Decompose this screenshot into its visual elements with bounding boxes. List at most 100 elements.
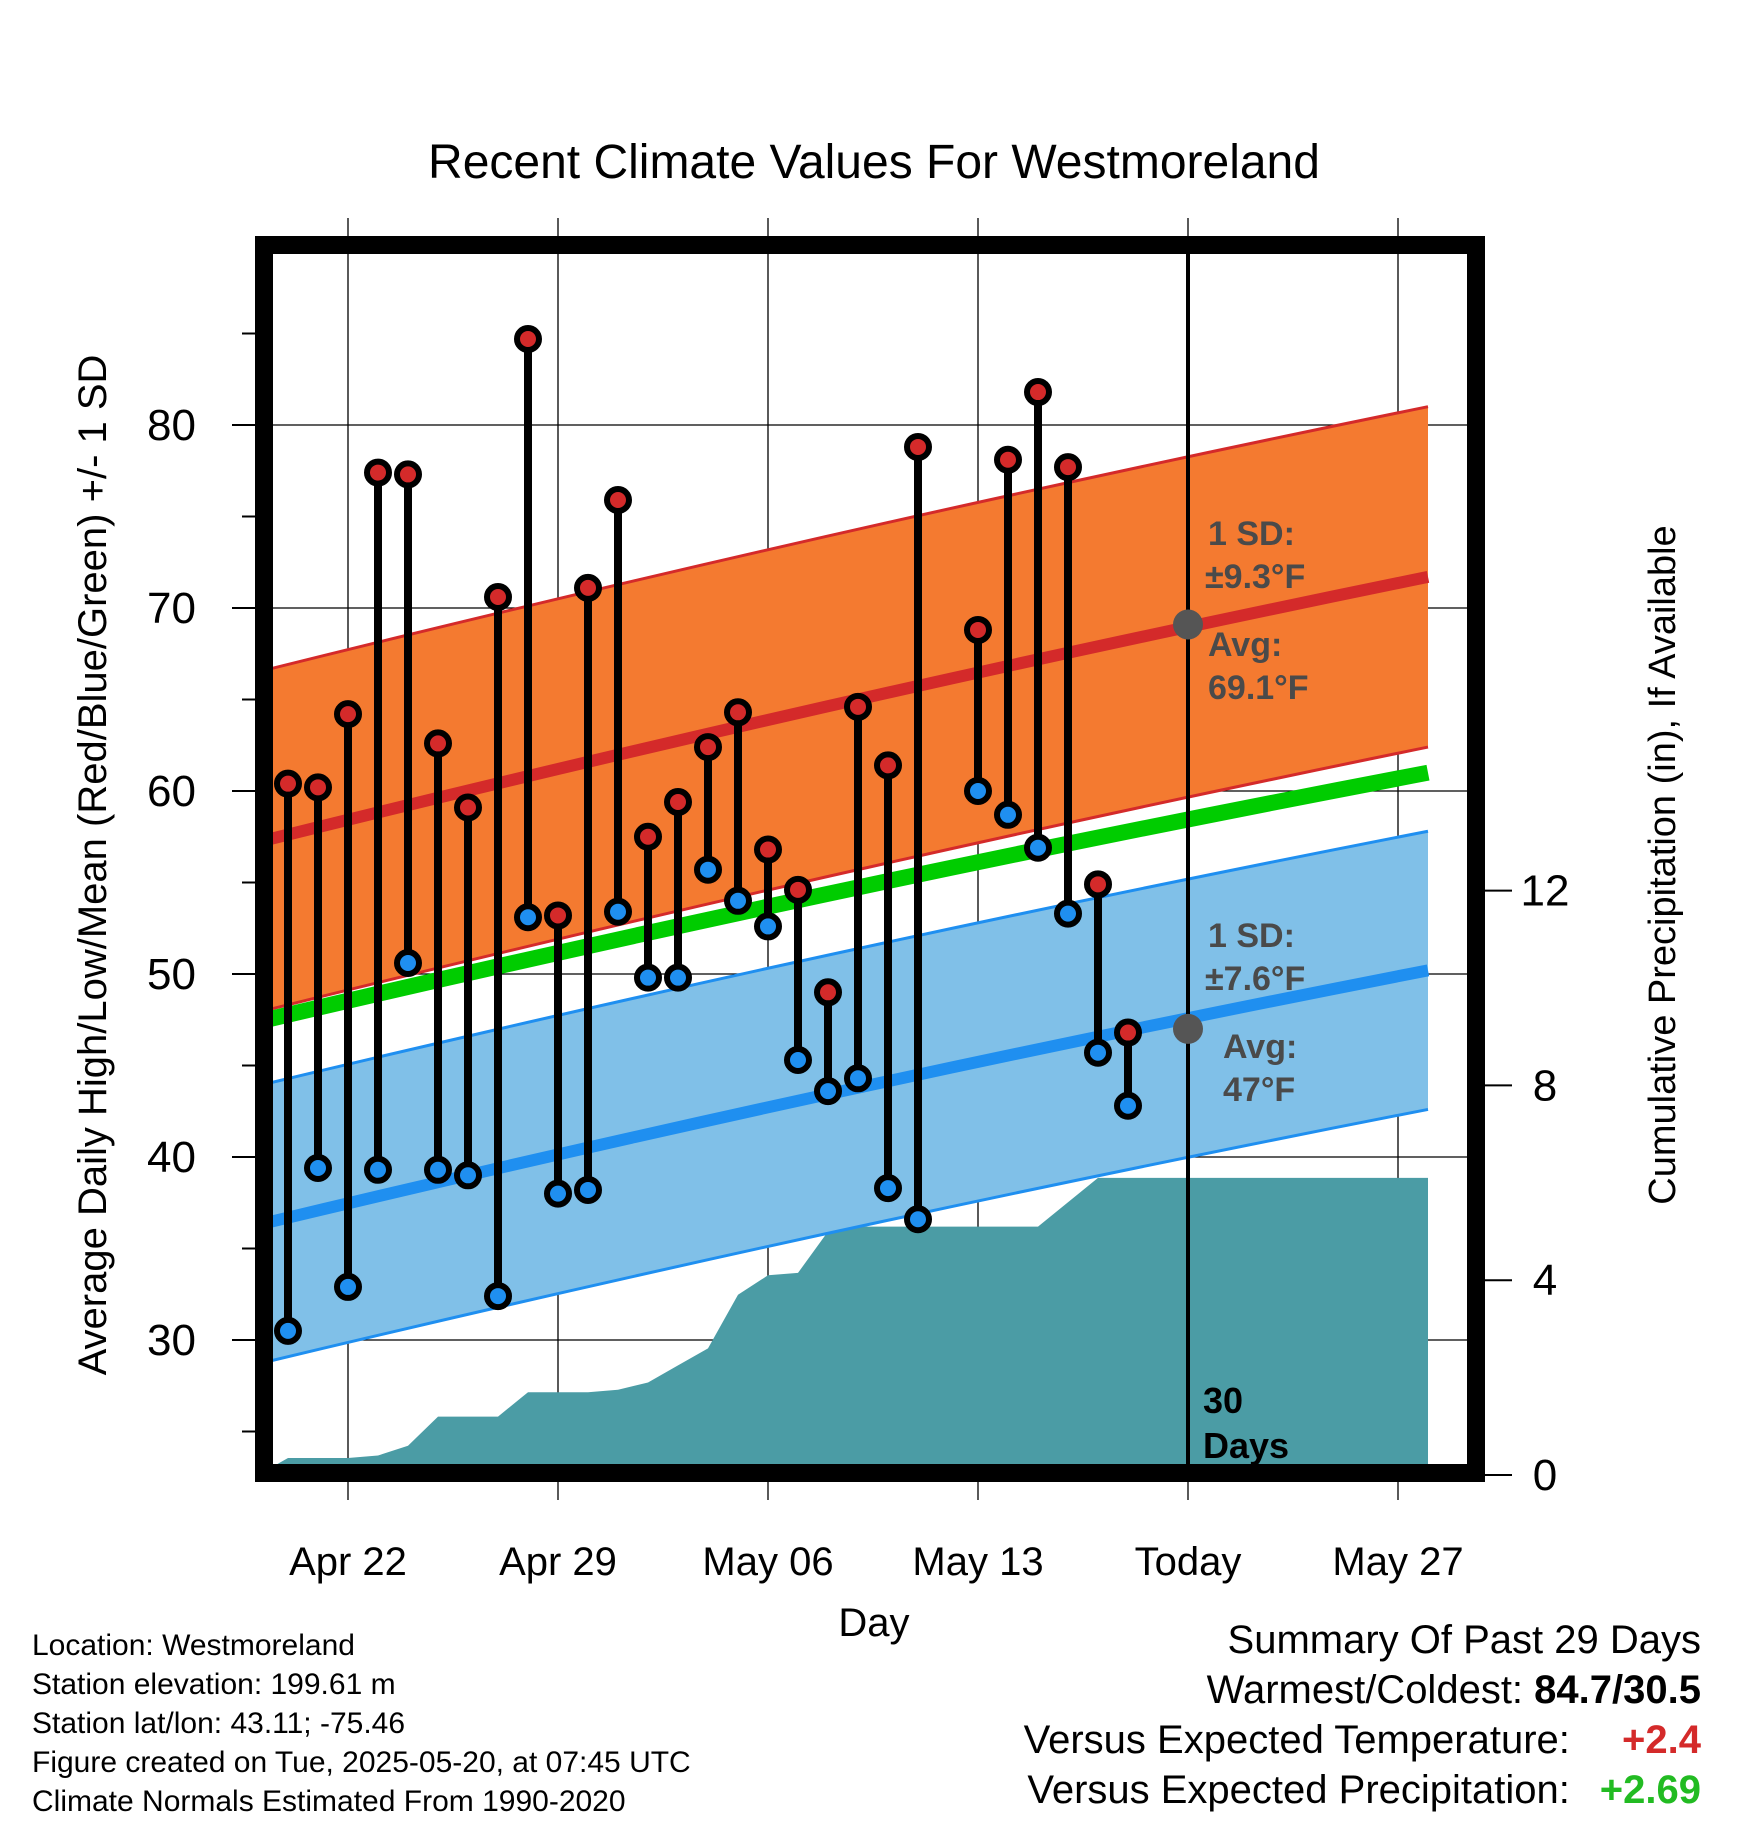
y-axis-title: Average Daily High/Low/Mean (Red/Blue/Gr… bbox=[71, 355, 115, 1376]
daily-high-point bbox=[1084, 870, 1112, 899]
daily-high-point bbox=[754, 835, 782, 864]
x-tick-label: May 13 bbox=[912, 1540, 1043, 1584]
summary-temp-value: +2.4 bbox=[1622, 1718, 1701, 1762]
y-tick-label: 60 bbox=[147, 767, 196, 816]
daily-bars bbox=[264, 324, 1142, 1345]
high-avg-value: 69.1°F bbox=[1208, 669, 1309, 707]
daily-high-point bbox=[1024, 378, 1052, 407]
high-avg-label: Avg: bbox=[1208, 626, 1282, 664]
plot-frame bbox=[255, 236, 1485, 1482]
daily-high-point bbox=[334, 700, 362, 729]
info-normals: Climate Normals Estimated From 1990-2020 bbox=[32, 1785, 626, 1818]
summary-warm-cold-label: Warmest/Coldest: bbox=[1206, 1668, 1524, 1712]
daily-low-point bbox=[514, 903, 542, 932]
daily-high-point bbox=[664, 787, 692, 816]
daily-low-point bbox=[1084, 1038, 1112, 1067]
x-tick-label: May 27 bbox=[1332, 1540, 1463, 1584]
y2-tick-label: 8 bbox=[1533, 1061, 1557, 1110]
chart-title: Recent Climate Values For Westmoreland bbox=[428, 136, 1320, 189]
x-tick-label: Today bbox=[1135, 1540, 1242, 1584]
daily-low-point bbox=[484, 1282, 512, 1311]
today-high-avg-marker bbox=[1173, 609, 1203, 640]
summary-warm-cold: Warmest/Coldest: 84.7/30.5 bbox=[1207, 1668, 1701, 1713]
y-tick-label: 70 bbox=[147, 584, 196, 633]
daily-low-point bbox=[424, 1155, 452, 1184]
daily-low-point bbox=[574, 1175, 602, 1204]
low-band-upper-edge bbox=[264, 829, 1429, 1086]
y2-axis-title: Cumulative Precipitation (in), If Availa… bbox=[1642, 525, 1684, 1204]
low-sd-value: ±7.6°F bbox=[1205, 960, 1305, 998]
low-avg-label: Avg: bbox=[1223, 1028, 1297, 1066]
low-band-fill bbox=[264, 831, 1428, 1363]
daily-low-point bbox=[964, 777, 992, 805]
daily-low-point bbox=[844, 1064, 872, 1093]
daily-low-point bbox=[784, 1046, 812, 1075]
low-band-lower-edge bbox=[264, 1107, 1429, 1364]
window-label-days: Days bbox=[1203, 1425, 1289, 1466]
daily-low-point bbox=[694, 855, 722, 884]
daily-high-point bbox=[964, 615, 992, 644]
daily-high-point bbox=[364, 458, 392, 487]
mean-normal-line bbox=[264, 764, 1430, 1029]
daily-high-point bbox=[574, 573, 602, 602]
x-axis-title: Day bbox=[838, 1601, 909, 1645]
daily-high-point bbox=[1114, 1018, 1142, 1047]
y-tick-label: 50 bbox=[147, 950, 196, 999]
info-elevation: Station elevation: 199.61 m bbox=[32, 1668, 396, 1701]
daily-high-point bbox=[484, 583, 512, 612]
daily-high-point bbox=[814, 978, 842, 1007]
summary-temp-label: Versus Expected Temperature: bbox=[1023, 1718, 1570, 1762]
y-tick-label: 80 bbox=[147, 401, 196, 450]
daily-low-point bbox=[904, 1205, 932, 1234]
daily-high-point bbox=[784, 875, 812, 904]
daily-low-point bbox=[634, 963, 662, 992]
daily-high-point bbox=[724, 698, 752, 727]
daily-low-point bbox=[364, 1155, 392, 1184]
high-sd-value: ±9.3°F bbox=[1205, 558, 1305, 596]
info-created: Figure created on Tue, 2025-05-20, at 07… bbox=[32, 1746, 691, 1779]
daily-low-point bbox=[274, 1316, 302, 1345]
high-sd-label: 1 SD: bbox=[1208, 515, 1295, 553]
daily-high-point bbox=[694, 733, 722, 762]
daily-high-point bbox=[904, 432, 932, 461]
y2-tick-label: 0 bbox=[1533, 1451, 1557, 1500]
y2-tick-label: 4 bbox=[1533, 1256, 1557, 1305]
daily-low-point bbox=[754, 912, 782, 941]
daily-high-point bbox=[454, 793, 482, 822]
daily-high-point bbox=[874, 751, 902, 780]
daily-high-point bbox=[424, 729, 452, 758]
daily-high-point bbox=[304, 773, 332, 802]
y2-tick-label: 12 bbox=[1521, 867, 1570, 916]
info-location: Location: Westmoreland bbox=[32, 1629, 355, 1662]
daily-high-point bbox=[544, 901, 572, 930]
daily-low-point bbox=[604, 897, 632, 926]
daily-low-point bbox=[334, 1272, 362, 1301]
summary-heading: Summary Of Past 29 Days bbox=[1227, 1618, 1701, 1662]
daily-high-point bbox=[394, 460, 422, 489]
daily-low-point bbox=[664, 963, 692, 992]
left-axis-ticks bbox=[232, 332, 256, 1433]
right-axis-ticks bbox=[1484, 889, 1512, 1476]
daily-high-point bbox=[604, 486, 632, 515]
y-tick-label: 40 bbox=[147, 1133, 196, 1182]
low-avg-value: 47°F bbox=[1223, 1071, 1295, 1109]
daily-low-point bbox=[544, 1179, 572, 1208]
daily-high-point bbox=[844, 692, 872, 721]
daily-low-point bbox=[724, 886, 752, 915]
daily-low-point bbox=[1024, 833, 1052, 862]
daily-low-point bbox=[1114, 1091, 1142, 1120]
daily-low-point bbox=[874, 1174, 902, 1203]
daily-high-point bbox=[514, 324, 542, 353]
low-sd-label: 1 SD: bbox=[1208, 917, 1295, 955]
window-label-number: 30 bbox=[1203, 1380, 1243, 1421]
summary-precip: Versus Expected Precipitation: +2.69 bbox=[1027, 1768, 1701, 1813]
summary-warm-cold-value: 84.7/30.5 bbox=[1534, 1668, 1701, 1712]
x-tick-label: Apr 29 bbox=[499, 1540, 617, 1584]
plot-area bbox=[264, 324, 1430, 1473]
summary-temp: Versus Expected Temperature: +2.4 bbox=[1024, 1718, 1701, 1763]
today-low-avg-marker bbox=[1173, 1013, 1203, 1044]
daily-low-point bbox=[394, 949, 422, 978]
daily-low-point bbox=[454, 1161, 482, 1190]
daily-high-point bbox=[994, 445, 1022, 474]
